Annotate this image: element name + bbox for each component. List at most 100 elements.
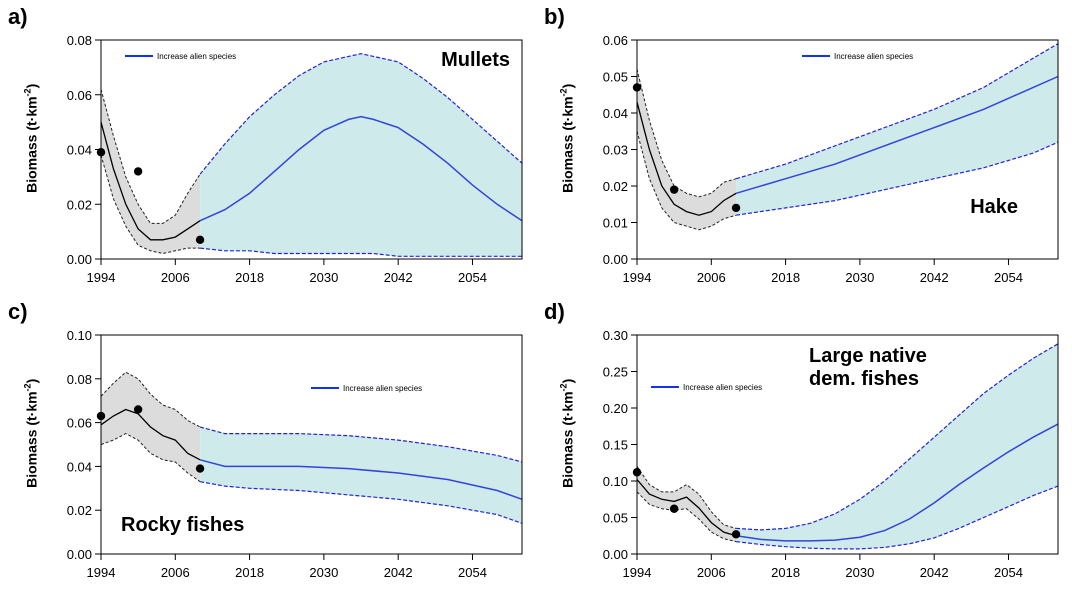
projection-upper-bound <box>199 53 523 175</box>
y-tick-label: 0.02 <box>603 179 628 194</box>
x-tick-label: 2054 <box>994 270 1023 285</box>
historical-uncertainty-band <box>637 69 737 230</box>
y-tick-label: 0.03 <box>603 143 628 158</box>
chart-svg: 0.00 0.05 0.10 0.15 0.20 0.25 0.30 1994 2006 2018… <box>603 328 1059 580</box>
y-tick-label: 0.02 <box>67 503 92 518</box>
historical-lower-bound <box>636 491 737 543</box>
panel-label: c) <box>8 299 28 324</box>
chart-title-line: Mullets <box>441 49 510 71</box>
x-tick-label: 2018 <box>235 270 264 285</box>
projection-upper-bound <box>735 43 1059 180</box>
projection-mean-line <box>199 115 523 222</box>
x-tick-label: 1994 <box>623 270 652 285</box>
chart-svg: 0.00 0.02 0.04 0.06 0.08 0.10 1994 2006 2018 2030… <box>67 328 523 580</box>
y-tick-label: 0.00 <box>67 252 92 267</box>
projection-uncertainty-band <box>736 343 1058 549</box>
y-tick-label: 0.04 <box>603 106 628 121</box>
x-tick-label: 2030 <box>845 270 874 285</box>
y-tick-label: 0.06 <box>67 88 92 103</box>
historical-lower-bound <box>636 131 737 231</box>
observed-point <box>133 405 143 414</box>
chart-title-line: dem. fishes <box>809 368 919 390</box>
y-tick-label: 0.06 <box>67 416 92 431</box>
projection-lower-bound <box>200 247 522 257</box>
y-tick-label: 0.20 <box>603 401 628 416</box>
y-tick-label: 0.05 <box>603 70 628 85</box>
observed-point <box>669 185 679 194</box>
y-tick-label: 0.15 <box>603 438 628 453</box>
x-tick-label: 2018 <box>771 270 800 285</box>
y-tick-label: 0.00 <box>603 252 628 267</box>
x-tick-label: 2006 <box>697 270 726 285</box>
panel-label: b) <box>544 4 565 29</box>
y-tick-label: 0.04 <box>67 143 92 158</box>
x-tick-label: 2042 <box>384 270 413 285</box>
historical-mean-line <box>636 101 737 216</box>
x-tick-label: 1994 <box>623 565 652 580</box>
panel-label: a) <box>8 4 28 29</box>
observed-point <box>195 235 205 245</box>
x-tick-label: 1994 <box>87 270 116 285</box>
legend-label: Increase alien species <box>683 383 762 392</box>
x-tick-label: 2042 <box>384 565 413 580</box>
y-tick-label: 0.30 <box>603 328 628 343</box>
y-tick-label: 0.10 <box>67 328 92 343</box>
historical-upper-bound <box>100 89 201 224</box>
x-tick-label: 2030 <box>309 565 338 580</box>
chart-panel-hake: b) Biomass (t·km-2) 0.00 0.01 0.02 0.03 0.04… <box>536 0 1072 294</box>
historical-mean-line <box>100 408 201 461</box>
historical-upper-bound <box>636 69 737 198</box>
panel-label: d) <box>544 299 565 324</box>
legend-label: Increase alien species <box>834 52 913 61</box>
observed-point <box>731 530 741 539</box>
y-tick-label: 0.08 <box>67 33 92 48</box>
y-tick-label: 0.25 <box>603 365 628 380</box>
x-tick-label: 2054 <box>458 270 487 285</box>
y-tick-label: 0.08 <box>67 372 92 387</box>
chart-panel-rocky-fishes: c) Biomass (t·km-2) 0.00 0.02 0.04 0.06 0.08… <box>0 295 536 589</box>
x-tick-label: 2006 <box>161 270 190 285</box>
legend-label: Increase alien species <box>343 384 422 393</box>
chart-title-line: Rocky fishes <box>121 514 244 536</box>
chart-panel-large-native-dem-fishes: d) Biomass (t·km-2) 0.00 0.05 0.10 0.15 0.20… <box>536 295 1072 589</box>
y-tick-label: 0.10 <box>603 474 628 489</box>
x-tick-label: 2030 <box>845 565 874 580</box>
observed-point <box>731 203 741 213</box>
projection-mean-line <box>199 459 523 501</box>
y-tick-label: 0.04 <box>67 459 92 474</box>
projection-uncertainty-band <box>200 53 522 257</box>
x-tick-label: 2054 <box>458 565 487 580</box>
historical-upper-bound <box>636 466 737 529</box>
x-tick-label: 2042 <box>920 270 949 285</box>
y-tick-label: 0.00 <box>67 547 92 562</box>
historical-uncertainty-band <box>101 89 201 254</box>
y-tick-label: 0.02 <box>67 197 92 212</box>
x-tick-label: 1994 <box>87 565 116 580</box>
chart-svg: 0.00 0.01 0.02 0.03 0.04 0.05 0.06 1994 2006 2018… <box>603 33 1059 285</box>
historical-lower-bound <box>100 154 201 255</box>
projection-uncertainty-band <box>200 427 522 524</box>
projection-upper-bound <box>199 426 523 463</box>
historical-mean-line <box>636 479 737 537</box>
x-tick-label: 2006 <box>161 565 190 580</box>
observed-point <box>133 167 143 176</box>
plot-frame <box>100 334 523 555</box>
legend-label: Increase alien species <box>157 52 236 61</box>
projection-mean-line <box>735 75 1059 195</box>
projection-lower-bound <box>199 481 523 524</box>
chart-svg: 0.00 0.02 0.04 0.06 0.08 1994 2006 2018 2030 2042… <box>67 33 523 285</box>
projection-mean-line <box>735 423 1059 542</box>
y-tick-label: 0.00 <box>603 547 628 562</box>
historical-mean-line <box>100 121 201 241</box>
projection-lower-bound <box>736 141 1059 216</box>
chart-panel-mullets: a) Biomass (t·km-2) 0.00 0.02 0.04 0.06 0.08… <box>0 0 536 294</box>
y-tick-label: 0.05 <box>603 511 628 526</box>
observed-point <box>195 464 205 473</box>
chart-title-line: Large native <box>809 345 927 367</box>
y-tick-label: 0.01 <box>603 216 628 231</box>
projection-uncertainty-band <box>736 43 1058 216</box>
observed-point <box>669 504 679 513</box>
x-tick-label: 2018 <box>235 565 264 580</box>
x-tick-label: 2018 <box>771 565 800 580</box>
x-tick-label: 2030 <box>309 270 338 285</box>
